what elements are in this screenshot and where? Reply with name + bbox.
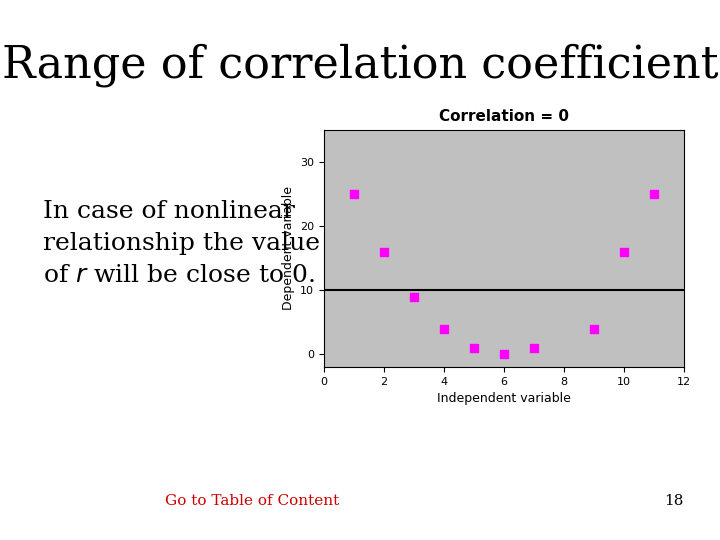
Text: Go to Table of Content: Go to Table of Content	[165, 494, 339, 508]
Point	[528, 343, 540, 352]
Point	[498, 350, 510, 359]
Point	[348, 190, 360, 198]
Point	[648, 190, 660, 198]
Text: In case of nonlinear
relationship the value
of $r$ will be close to 0.: In case of nonlinear relationship the va…	[43, 200, 320, 287]
Point	[468, 343, 480, 352]
X-axis label: Independent variable: Independent variable	[437, 393, 571, 406]
Point	[378, 247, 390, 256]
Point	[438, 325, 450, 333]
Text: Range of correlation coefficient: Range of correlation coefficient	[1, 43, 719, 87]
Point	[588, 325, 600, 333]
Title: Correlation = 0: Correlation = 0	[439, 109, 569, 124]
Y-axis label: Dependent variable: Dependent variable	[282, 186, 294, 310]
Point	[618, 247, 630, 256]
Point	[408, 292, 420, 301]
Text: 18: 18	[665, 494, 684, 508]
